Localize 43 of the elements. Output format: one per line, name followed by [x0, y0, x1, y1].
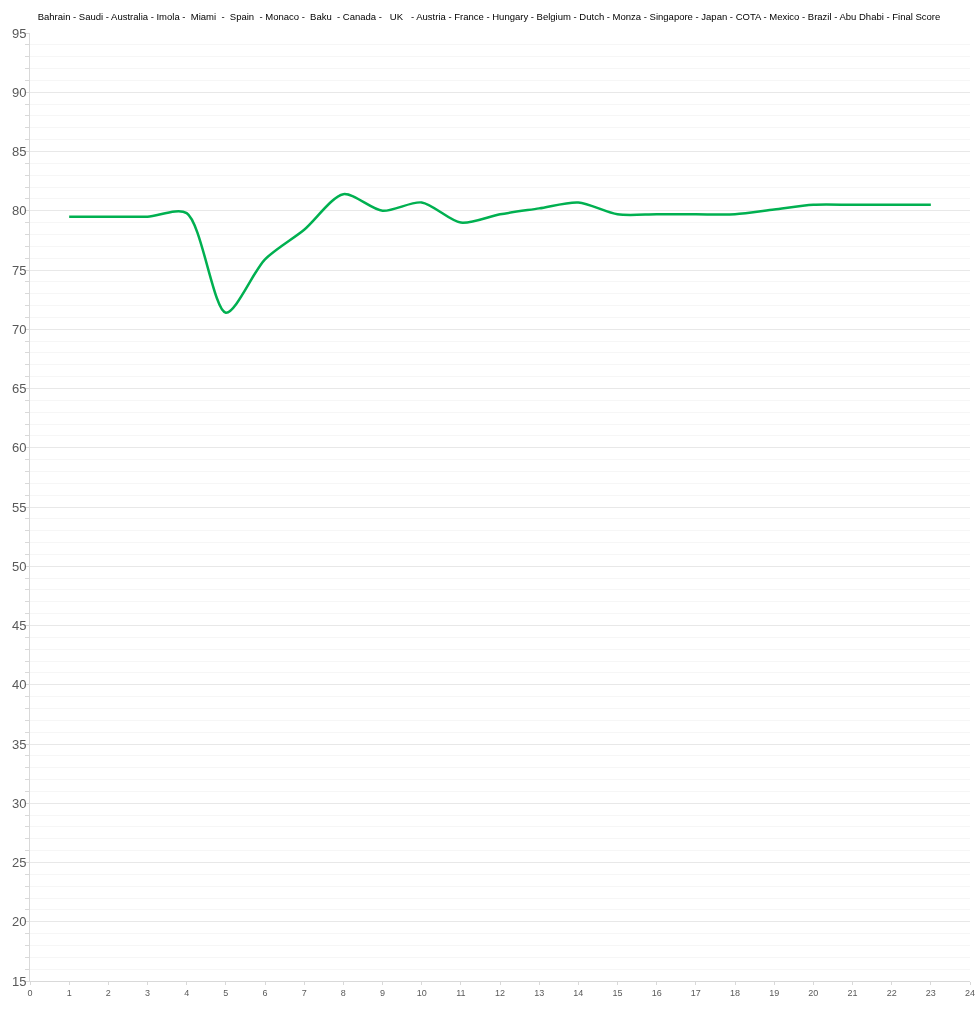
y-tick-label: 20 — [11, 914, 27, 930]
x-tick-label: 2 — [105, 987, 111, 998]
x-tick-label: 15 — [612, 987, 623, 998]
x-tick-label: 17 — [690, 987, 701, 998]
x-tick-label: 22 — [886, 987, 897, 998]
x-tick-label: 8 — [340, 987, 346, 998]
x-tick-label: 6 — [262, 987, 268, 998]
x-tick-label: 1 — [66, 987, 72, 998]
y-tick-label: 40 — [11, 677, 27, 693]
x-tick-label: 14 — [573, 987, 584, 998]
x-tick-label: 16 — [651, 987, 662, 998]
x-tick-label: 23 — [925, 987, 936, 998]
x-tick-label: 21 — [847, 987, 858, 998]
x-tick-label: 13 — [534, 987, 545, 998]
y-tick-label: 35 — [11, 736, 27, 752]
x-tick-label: 3 — [144, 987, 151, 998]
y-tick-label: 45 — [11, 618, 27, 634]
x-tick-label: 7 — [301, 987, 307, 998]
x-tick-label: 12 — [494, 987, 506, 998]
y-tick-label: 50 — [11, 558, 27, 574]
x-tick-label: 19 — [769, 987, 780, 998]
chart-title: Bahrain - Saudi - Australia - Imola - Miami - Spain - Monaco - Baku - Canada - UK - Austria - France - Hungary - Belgium - Dutch - Monza - Singapore - Japan - COTA - Mexico - Brazil - Abu Dhabi - Final Score — [37, 10, 941, 22]
x-tick-label: 5 — [223, 987, 229, 998]
x-tick-label: 18 — [729, 987, 741, 998]
x-tick-label: 11 — [456, 987, 466, 998]
y-tick-label: 70 — [11, 321, 27, 337]
y-tick-label: 55 — [11, 499, 27, 515]
x-tick-label: 24 — [964, 987, 976, 998]
x-tick-label: 10 — [416, 987, 427, 998]
x-tick-label: 9 — [379, 987, 386, 998]
y-tick-label: 80 — [11, 203, 27, 219]
y-tick-label: 75 — [11, 262, 27, 278]
y-tick-label: 30 — [11, 795, 27, 811]
y-tick-label: 65 — [11, 381, 27, 397]
line-series — [67, 192, 933, 314]
x-tick-label: 0 — [27, 987, 33, 998]
x-tick-label: 20 — [808, 987, 819, 998]
y-tick-label: 60 — [11, 440, 27, 456]
y-tick-label: 95 — [11, 25, 27, 41]
y-tick-label: 25 — [11, 855, 27, 871]
y-tick-label: 85 — [11, 144, 27, 160]
y-tick-label: 90 — [11, 84, 27, 100]
x-tick-label: 4 — [184, 987, 190, 998]
